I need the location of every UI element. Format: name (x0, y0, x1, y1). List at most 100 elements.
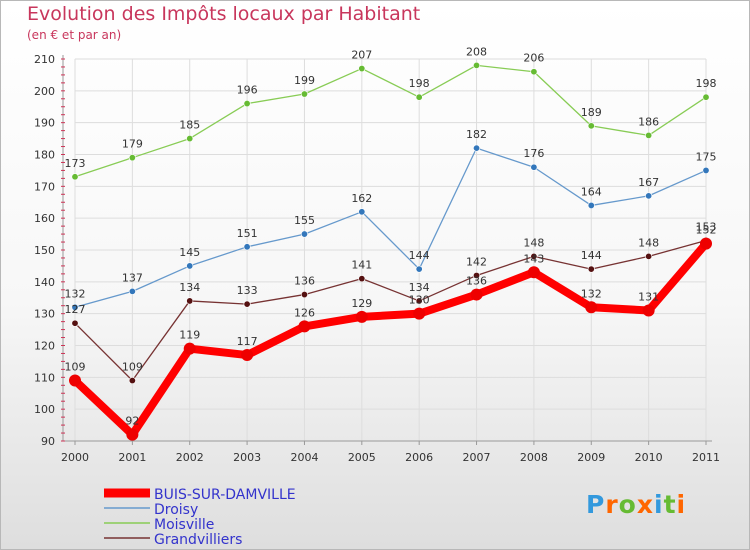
data-point (473, 271, 481, 279)
chart-title: Evolution des Impôts locaux par Habitant (27, 3, 421, 25)
data-label: 132 (65, 287, 86, 300)
legend: BUIS-SUR-DAMVILLEDroisyMoisvilleGrandvil… (104, 487, 296, 548)
data-label: 137 (122, 271, 143, 284)
data-label: 142 (466, 255, 487, 268)
data-point (186, 262, 194, 270)
data-label: 134 (179, 281, 200, 294)
y-tick-label: 180 (34, 149, 55, 162)
series-grandvilliers: 127 109 134 133 136 141 134 142 148 144 148 153 (65, 220, 717, 385)
data-point (71, 173, 79, 181)
data-point (300, 291, 308, 299)
x-tick-label: 2000 (61, 451, 89, 464)
data-label: 132 (581, 287, 602, 300)
logo-letter: t (663, 490, 677, 519)
logo-letter: x (636, 490, 654, 519)
logo-letter: o (618, 490, 637, 519)
data-point (530, 68, 538, 76)
x-tick-label: 2001 (118, 451, 146, 464)
proxiti-logo: Proxiti (586, 490, 686, 519)
y-tick-label: 210 (34, 53, 55, 66)
series-line (74, 147, 707, 308)
data-label: 175 (696, 150, 717, 163)
legend-label: Grandvilliers (154, 532, 242, 548)
series-line (74, 64, 707, 178)
data-label: 145 (179, 246, 200, 259)
data-label: 129 (351, 297, 372, 310)
y-tick-label: 130 (34, 308, 55, 321)
data-label: 208 (466, 45, 487, 58)
data-point (702, 93, 710, 101)
data-label: 133 (237, 284, 258, 297)
data-label: 207 (351, 49, 372, 62)
data-label: 109 (65, 361, 86, 374)
x-tick-label: 2005 (348, 451, 376, 464)
data-point (700, 237, 712, 250)
x-tick-label: 2008 (520, 451, 548, 464)
data-label: 136 (294, 275, 315, 288)
series-line (74, 239, 707, 382)
data-point (126, 428, 139, 441)
data-label: 196 (237, 84, 258, 97)
data-point (645, 252, 653, 260)
data-label: 189 (581, 106, 602, 119)
logo-letter: i (676, 490, 687, 519)
x-tick-label: 2011 (692, 451, 720, 464)
data-label: 173 (65, 157, 86, 170)
data-point (243, 300, 251, 308)
data-label: 167 (638, 176, 659, 189)
data-label: 92 (125, 415, 139, 428)
data-point (702, 166, 710, 174)
data-label: 148 (523, 236, 544, 249)
data-point (358, 275, 366, 283)
data-point (186, 297, 194, 305)
data-point (642, 304, 655, 317)
series-line (71, 239, 710, 439)
y-tick-label: 100 (34, 403, 55, 416)
legend-label: Droisy (154, 502, 198, 518)
data-label: 141 (351, 259, 372, 272)
x-tick-label: 2010 (635, 451, 663, 464)
data-label: 131 (638, 290, 659, 303)
data-point (241, 349, 254, 362)
data-point (298, 320, 311, 333)
logo-letter: P (586, 490, 606, 519)
y-tick-label: 150 (34, 244, 55, 257)
data-point (585, 301, 598, 314)
logo-letter: r (605, 490, 619, 519)
y-tick-label: 120 (34, 340, 55, 353)
data-label: 182 (466, 128, 487, 141)
axes: 90 100 110 120 130 140 150 160 170 180 190 200 210 20… (34, 53, 720, 464)
data-label: 199 (294, 74, 315, 87)
data-point (413, 307, 426, 320)
data-point (473, 61, 481, 69)
data-label: 144 (581, 249, 602, 262)
data-point (415, 265, 423, 273)
data-point (470, 288, 483, 301)
data-label: 152 (696, 224, 717, 237)
data-point (473, 144, 481, 152)
chart-subtitle: (en € et par an) (27, 28, 122, 42)
data-point (645, 192, 653, 200)
series-moisville: 173 179 185 196 199 207 198 208 206 189 186 198 (65, 45, 717, 181)
x-tick-label: 2002 (176, 451, 204, 464)
y-tick-label: 190 (34, 117, 55, 130)
data-label: 126 (294, 306, 315, 319)
data-label: 155 (294, 214, 315, 227)
data-label: 144 (409, 249, 430, 262)
data-label: 198 (409, 77, 430, 90)
data-label: 176 (523, 147, 544, 160)
data-point (527, 266, 540, 279)
data-point (530, 163, 538, 171)
data-point (415, 93, 423, 101)
data-label: 164 (581, 185, 602, 198)
data-point (300, 230, 308, 238)
data-label: 186 (638, 115, 659, 128)
x-tick-label: 2007 (463, 451, 491, 464)
data-point (587, 122, 595, 130)
data-point (243, 100, 251, 108)
y-tick-label: 110 (34, 371, 55, 384)
data-label: 117 (237, 335, 258, 348)
data-point (69, 374, 81, 387)
